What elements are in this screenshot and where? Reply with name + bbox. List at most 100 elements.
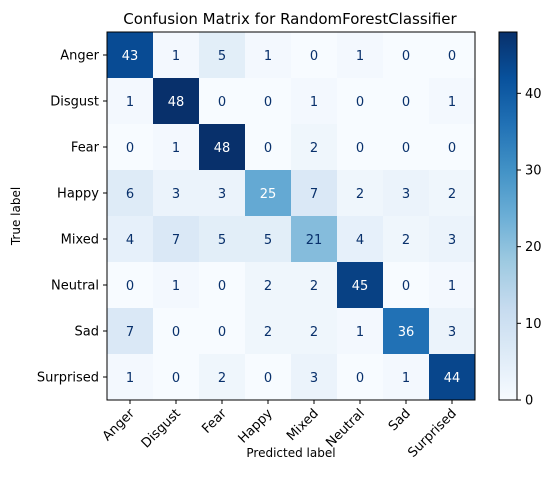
heatmap-cell bbox=[107, 124, 154, 171]
heatmap-cell bbox=[383, 216, 430, 263]
x-tick-label: Mixed bbox=[284, 406, 322, 444]
colorbar-ticks: 0 10 20 30 40 bbox=[517, 87, 542, 409]
heatmap-cell bbox=[337, 262, 384, 309]
heatmap-cell-value: 7 bbox=[172, 233, 180, 248]
heatmap-cell-value: 0 bbox=[356, 141, 364, 156]
heatmap-cell-value: 43 bbox=[122, 49, 139, 64]
heatmap-cell-value: 2 bbox=[402, 233, 410, 248]
x-tick-label: Fear bbox=[199, 406, 230, 437]
heatmap-cell-value: 36 bbox=[398, 325, 415, 340]
x-tick-label: Neutral bbox=[323, 406, 368, 451]
y-tick-label: Happy bbox=[57, 187, 99, 202]
heatmap-cell bbox=[153, 170, 200, 217]
heatmap-cell-value: 0 bbox=[310, 49, 318, 64]
heatmap-cell bbox=[107, 262, 154, 309]
heatmap-cell-value: 1 bbox=[172, 279, 180, 294]
heatmap-cell bbox=[107, 78, 154, 125]
heatmap-cell-value: 5 bbox=[218, 49, 226, 64]
heatmap-cell-value: 2 bbox=[310, 141, 318, 156]
y-tick-label: Surprised bbox=[37, 371, 99, 386]
heatmap-cell bbox=[199, 354, 246, 401]
heatmap-cell bbox=[107, 32, 154, 79]
heatmap-cell-value: 6 bbox=[126, 187, 134, 202]
y-tick-label: Fear bbox=[71, 141, 100, 156]
heatmap-cell bbox=[245, 216, 292, 263]
x-tick-label: Sad bbox=[386, 406, 414, 434]
heatmap-cell-value: 48 bbox=[168, 95, 185, 110]
heatmap-cell-value: 0 bbox=[264, 141, 272, 156]
colorbar-tick-label: 0 bbox=[525, 394, 533, 409]
heatmap-cell bbox=[429, 170, 476, 217]
heatmap-cell-value: 21 bbox=[306, 233, 323, 248]
heatmap-cell-value: 0 bbox=[172, 325, 180, 340]
heatmap-cell bbox=[429, 216, 476, 263]
heatmap-cell-value: 1 bbox=[448, 279, 456, 294]
heatmap-cell-value: 4 bbox=[126, 233, 134, 248]
colorbar-tick-label: 10 bbox=[525, 317, 542, 332]
heatmap-cell-value: 25 bbox=[260, 187, 277, 202]
heatmap-cell bbox=[383, 262, 430, 309]
chart-title: Confusion Matrix for RandomForestClassif… bbox=[123, 10, 457, 28]
heatmap-cell bbox=[245, 32, 292, 79]
heatmap-cell bbox=[245, 308, 292, 355]
heatmap-cell-value: 3 bbox=[402, 187, 410, 202]
heatmap-cell bbox=[153, 308, 200, 355]
heatmap-cell bbox=[383, 354, 430, 401]
heatmap-cell-value: 1 bbox=[172, 141, 180, 156]
heatmap-cell-value: 2 bbox=[264, 279, 272, 294]
heatmap-cell-value: 48 bbox=[214, 141, 231, 156]
heatmap-cell bbox=[429, 262, 476, 309]
heatmap-cell bbox=[153, 78, 200, 125]
heatmap-cell-value: 3 bbox=[448, 233, 456, 248]
heatmap-cell bbox=[153, 32, 200, 79]
heatmap-cell bbox=[107, 170, 154, 217]
heatmap-cell bbox=[245, 262, 292, 309]
heatmap-cell-value: 1 bbox=[448, 95, 456, 110]
heatmap-cell-value: 2 bbox=[356, 187, 364, 202]
heatmap-cell-value: 0 bbox=[402, 279, 410, 294]
heatmap-cell bbox=[337, 308, 384, 355]
y-tick-label: Neutral bbox=[51, 279, 99, 294]
heatmap-cell bbox=[337, 124, 384, 171]
heatmap-cell bbox=[291, 170, 338, 217]
heatmap-cell bbox=[199, 124, 246, 171]
heatmap-cell bbox=[199, 78, 246, 125]
heatmap-cell bbox=[291, 262, 338, 309]
heatmap-cell-value: 1 bbox=[126, 95, 134, 110]
heatmap-cell bbox=[429, 78, 476, 125]
heatmap-cell-value: 7 bbox=[310, 187, 318, 202]
y-tick-label: Anger bbox=[60, 49, 99, 64]
x-axis-label: Predicted label bbox=[246, 446, 335, 460]
heatmap-cell bbox=[291, 308, 338, 355]
heatmap-cell-value: 1 bbox=[172, 49, 180, 64]
x-tick-label: Anger bbox=[100, 406, 138, 444]
heatmap-cell bbox=[245, 354, 292, 401]
heatmap-cell-value: 3 bbox=[448, 325, 456, 340]
heatmap-cell-value: 0 bbox=[218, 325, 226, 340]
heatmap-cell-value: 0 bbox=[218, 279, 226, 294]
heatmap-cell-value: 44 bbox=[444, 371, 461, 386]
heatmap-cell-value: 3 bbox=[218, 187, 226, 202]
heatmap-cell-value: 1 bbox=[126, 371, 134, 386]
heatmap-cell-value: 0 bbox=[172, 371, 180, 386]
heatmap-cell bbox=[245, 78, 292, 125]
y-tick-label: Disgust bbox=[50, 95, 99, 110]
heatmap-cell-values: 43 1 5 1 0 1 0 01 48 0 0 1 0 0 10 1 48 0 2 0 0 06 3 3 25 7 2 3 24 7 5 5… bbox=[122, 49, 461, 386]
heatmap-cell bbox=[245, 170, 292, 217]
heatmap-cell-value: 0 bbox=[402, 141, 410, 156]
heatmap-cell bbox=[153, 354, 200, 401]
heatmap-cell bbox=[107, 216, 154, 263]
heatmap-cell bbox=[245, 124, 292, 171]
heatmap-cell-value: 1 bbox=[310, 95, 318, 110]
y-tick-label: Sad bbox=[75, 325, 99, 340]
heatmap-cell-value: 1 bbox=[264, 49, 272, 64]
heatmap-cell-value: 0 bbox=[448, 49, 456, 64]
heatmap-cell-value: 4 bbox=[356, 233, 364, 248]
heatmap-cell-value: 0 bbox=[218, 95, 226, 110]
heatmap-cell bbox=[383, 78, 430, 125]
heatmap-cell-value: 5 bbox=[264, 233, 272, 248]
colorbar-tick-label: 20 bbox=[525, 240, 542, 255]
heatmap-cell bbox=[383, 308, 430, 355]
heatmap-cell bbox=[291, 32, 338, 79]
heatmap-cell-value: 2 bbox=[264, 325, 272, 340]
